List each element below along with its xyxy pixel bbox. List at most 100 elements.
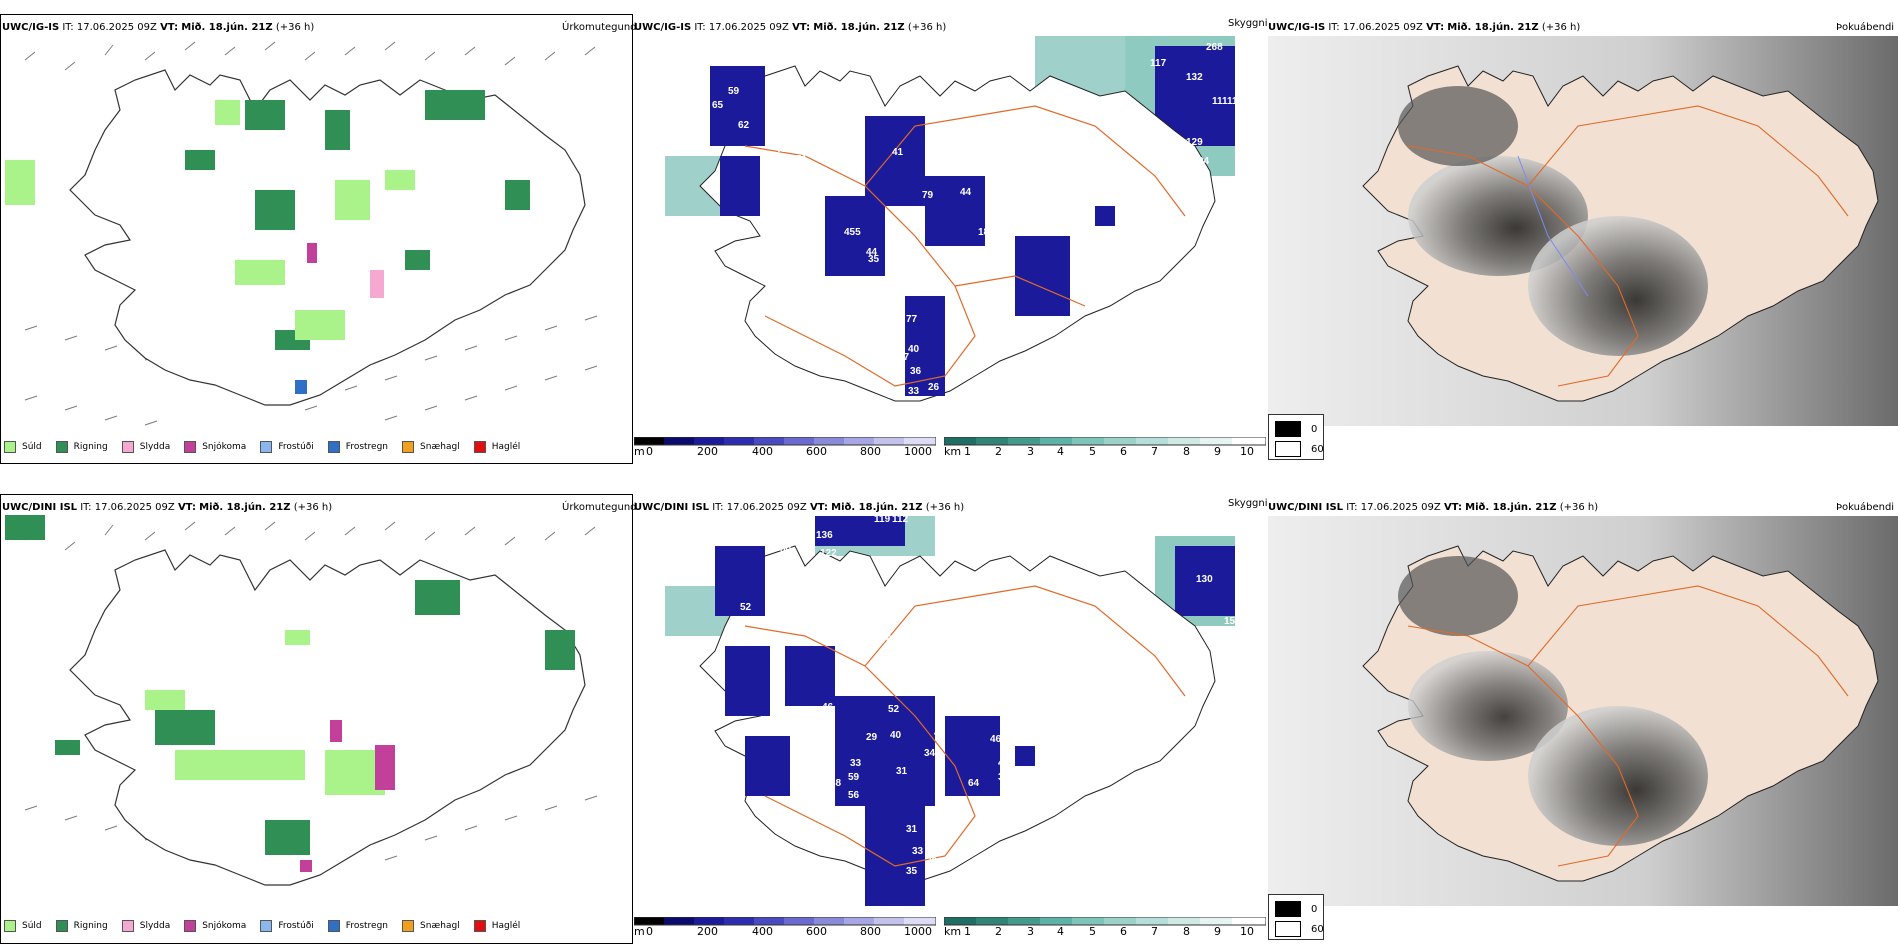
legend-item: Frostúði xyxy=(260,920,314,932)
legend-swatch xyxy=(327,441,340,453)
vis-label: 37 xyxy=(1000,283,1012,294)
legend-swatch xyxy=(4,441,16,453)
vis-label: 187 xyxy=(978,227,995,238)
vis-label: 94 xyxy=(1198,156,1210,167)
precip-map-bottom xyxy=(5,515,598,886)
vis-title-top: Skyggni xyxy=(1228,18,1268,29)
vis-label: 180 xyxy=(1112,264,1129,275)
vis-label: 48 xyxy=(775,144,787,155)
fog-header-top: UWC/IG-IS IT: 17.06.2025 09Z VT: Mið. 18… xyxy=(1268,22,1581,33)
km-tick: 8 xyxy=(1183,925,1190,938)
vis-label: 38 xyxy=(998,772,1010,783)
legend-item: Súld xyxy=(4,441,42,453)
precip-map-top xyxy=(5,41,598,426)
vis-header-top: UWC/IG-IS IT: 17.06.2025 09Z VT: Mið. 18… xyxy=(634,22,947,33)
km-colorbar-top: km 1 2 3 4 5 6 7 8 9 10 xyxy=(944,437,1266,461)
vis-label: 40 xyxy=(890,730,902,741)
vis-label: 132 xyxy=(1186,72,1203,83)
vis-label: 51 xyxy=(796,154,808,165)
vis-label: 41 xyxy=(892,147,904,158)
legend-item: Snjókoma xyxy=(184,441,246,453)
km-tick: 5 xyxy=(1089,445,1096,458)
legend-swatch xyxy=(402,441,415,453)
vis-label: 111116 xyxy=(1212,96,1244,107)
vis-label: 64 xyxy=(968,778,980,789)
vis-label: 40 xyxy=(908,344,920,355)
vis-label: 112 xyxy=(892,514,909,525)
vis-labels-bottom: 136 122 119 112 50 62 73 52 135 269 130 … xyxy=(740,514,1253,877)
height-tick: 400 xyxy=(752,445,773,458)
legend-item: Súld xyxy=(4,920,42,932)
km-unit: km xyxy=(944,925,962,938)
km-tick: 1 xyxy=(964,925,971,938)
vis-label: 150 xyxy=(1056,782,1073,793)
vis-label: 12 xyxy=(1016,778,1028,789)
vis-labels-top: 52 59 65 62 64 96 48 51 50 55 58 41 38 4… xyxy=(712,42,1244,397)
vis-label: 268 xyxy=(1206,42,1223,53)
legend-swatch xyxy=(121,920,134,932)
vis-label: 31 xyxy=(906,824,918,835)
km-tick: 2 xyxy=(995,925,1002,938)
legend-item: Snjókoma xyxy=(184,920,246,932)
vis-label: 44 xyxy=(890,232,902,243)
height-tick: 0 xyxy=(646,925,653,938)
vis-label: 56 xyxy=(848,790,860,801)
vis-title-bottom: Skyggni xyxy=(1228,498,1268,509)
km-tick: 2 xyxy=(995,445,1002,458)
km-tick: 1 xyxy=(964,445,971,458)
vis-label: 65 xyxy=(712,100,724,111)
km-tick: 7 xyxy=(1151,925,1158,938)
km-tick: 9 xyxy=(1214,445,1221,458)
vis-label: 231 xyxy=(1066,588,1083,599)
vis-label: 154 xyxy=(1224,616,1241,627)
fog-legend-row: 60 xyxy=(1275,921,1324,937)
fog-map-bottom xyxy=(1268,516,1898,906)
precip-header-bottom: UWC/DINI ISL IT: 17.06.2025 09Z VT: Mið.… xyxy=(2,502,333,513)
legend-swatch xyxy=(260,920,273,932)
vis-label: 35 xyxy=(906,866,918,877)
vis-label: 122 xyxy=(820,548,837,559)
vis-label: 33 xyxy=(850,758,862,769)
legend-swatch xyxy=(121,441,134,453)
height-tick: 600 xyxy=(806,445,827,458)
vis-label: 130 xyxy=(1196,574,1213,585)
vis-label: 49 xyxy=(906,254,918,265)
vis-label: 33 xyxy=(852,281,864,292)
vis-label: 36 xyxy=(910,366,922,377)
vis-label: 58 xyxy=(800,250,812,261)
legend-swatch xyxy=(260,441,273,453)
vis-label: 38 xyxy=(830,778,842,789)
height-colorbar-bottom: m 0 200 400 600 800 1000 xyxy=(634,917,936,941)
legend-swatch xyxy=(402,920,415,932)
legend-item: Snæhagl xyxy=(402,441,460,453)
vis-label: 47 xyxy=(898,352,910,363)
km-colorbar-gradient xyxy=(944,917,1266,926)
legend-item: Slydda xyxy=(121,441,170,453)
height-tick: 0 xyxy=(646,445,653,458)
precip-panel-bottom xyxy=(0,494,633,944)
km-unit: km xyxy=(944,445,962,458)
fog-white-swatch xyxy=(1275,921,1301,937)
vis-label: 96 xyxy=(796,122,808,133)
vis-label: 62 xyxy=(780,564,792,575)
height-tick: 800 xyxy=(860,445,881,458)
legend-item: Frostregn xyxy=(327,920,388,932)
vis-label: 136 xyxy=(816,530,833,541)
height-colorbar-gradient xyxy=(634,917,936,926)
legend-swatch xyxy=(327,920,340,932)
vis-label: 117 xyxy=(1150,58,1167,69)
vis-label: 64 xyxy=(765,114,777,125)
height-unit: m xyxy=(634,445,645,458)
legend-swatch xyxy=(184,920,197,932)
vis-label: 61 xyxy=(1096,280,1108,291)
legend-item: Rigning xyxy=(55,920,108,932)
legend-swatch xyxy=(55,920,68,932)
vis-label: 48 xyxy=(966,158,978,169)
fog-black-label: 0 xyxy=(1311,423,1318,435)
vis-label: 189 xyxy=(1114,577,1131,588)
vis-map-bottom xyxy=(665,516,1235,906)
km-colorbar-gradient xyxy=(944,437,1266,446)
vis-label: 63 xyxy=(886,634,898,645)
vis-label: 79 xyxy=(922,190,934,201)
fog-black-label: 0 xyxy=(1311,903,1318,915)
